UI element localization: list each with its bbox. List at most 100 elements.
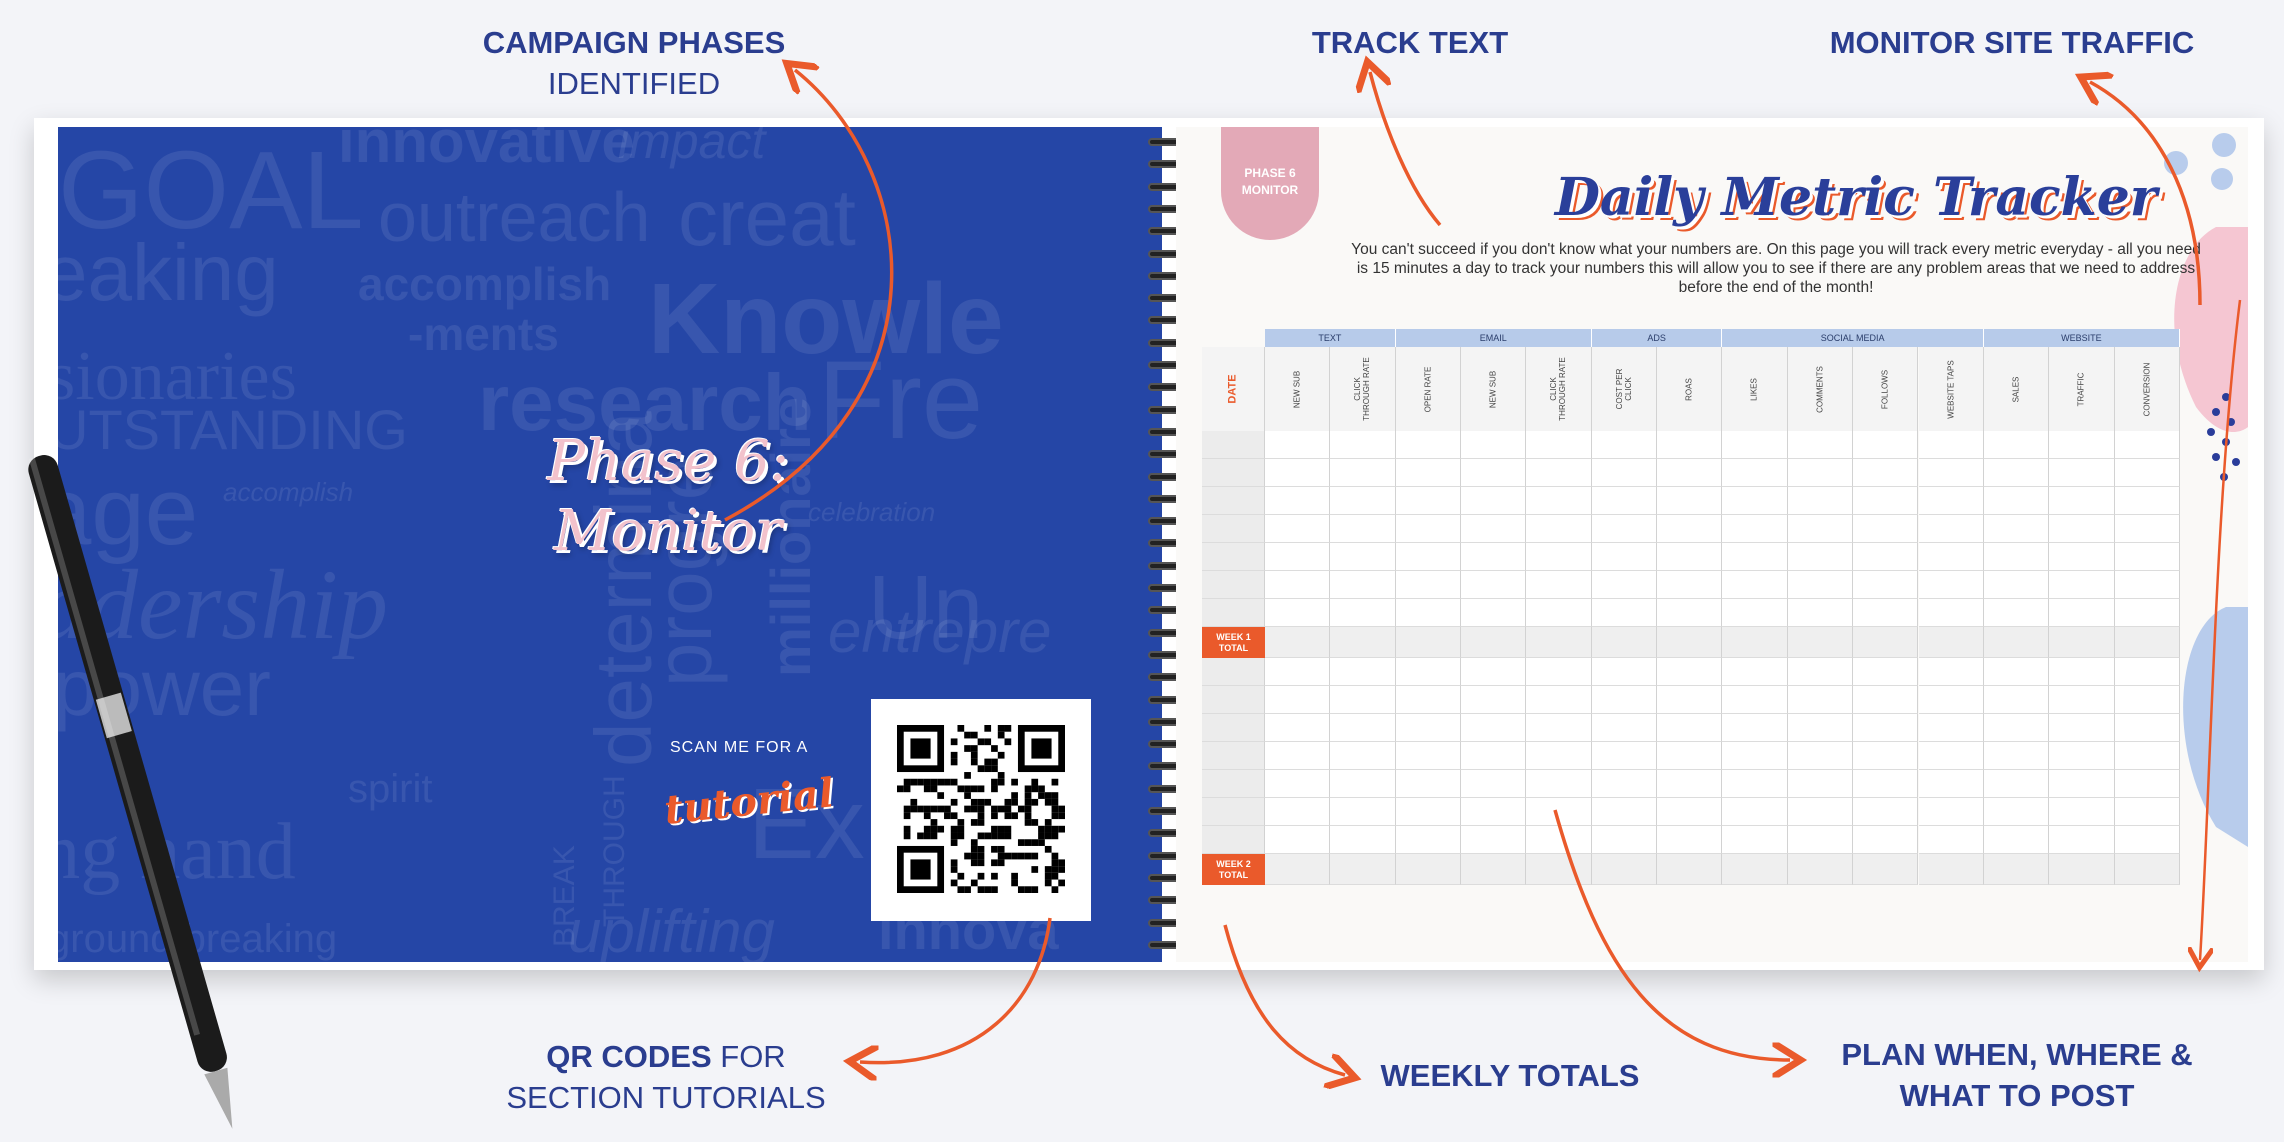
metric-cell[interactable] xyxy=(1853,571,1919,599)
date-cell[interactable] xyxy=(1202,459,1265,487)
metric-cell[interactable] xyxy=(1722,543,1788,571)
metric-cell[interactable] xyxy=(1265,826,1331,854)
metric-cell[interactable] xyxy=(1526,487,1592,515)
metric-cell[interactable] xyxy=(1265,459,1331,487)
metric-cell[interactable] xyxy=(1461,826,1527,854)
metric-cell[interactable] xyxy=(1461,571,1527,599)
metric-cell[interactable] xyxy=(1526,515,1592,543)
metric-cell[interactable] xyxy=(1787,431,1854,459)
metric-cell[interactable] xyxy=(1657,459,1723,487)
metric-cell[interactable] xyxy=(1853,487,1919,515)
metric-cell[interactable] xyxy=(2114,686,2180,714)
metric-cell[interactable] xyxy=(1722,658,1788,686)
week-total-cell[interactable] xyxy=(2049,627,2115,658)
metric-cell[interactable] xyxy=(1722,431,1788,459)
metric-cell[interactable] xyxy=(1983,686,2050,714)
metric-cell[interactable] xyxy=(1657,826,1723,854)
metric-cell[interactable] xyxy=(1787,686,1854,714)
metric-cell[interactable] xyxy=(1395,487,1462,515)
metric-cell[interactable] xyxy=(2114,770,2180,798)
metric-cell[interactable] xyxy=(1983,798,2050,826)
metric-cell[interactable] xyxy=(1395,686,1462,714)
metric-cell[interactable] xyxy=(1657,543,1723,571)
metric-cell[interactable] xyxy=(1395,658,1462,686)
metric-cell[interactable] xyxy=(1265,599,1331,627)
metric-cell[interactable] xyxy=(1853,599,1919,627)
metric-cell[interactable] xyxy=(1983,459,2050,487)
metric-cell[interactable] xyxy=(1330,515,1396,543)
metric-cell[interactable] xyxy=(1265,798,1331,826)
metric-cell[interactable] xyxy=(1395,798,1462,826)
metric-cell[interactable] xyxy=(2049,826,2115,854)
metric-cell[interactable] xyxy=(1461,459,1527,487)
metric-cell[interactable] xyxy=(1787,658,1854,686)
week-total-cell[interactable] xyxy=(1918,627,1984,658)
metric-cell[interactable] xyxy=(1395,571,1462,599)
date-cell[interactable] xyxy=(1202,770,1265,798)
metric-cell[interactable] xyxy=(1330,686,1396,714)
metric-cell[interactable] xyxy=(2114,826,2180,854)
metric-cell[interactable] xyxy=(2049,798,2115,826)
metric-cell[interactable] xyxy=(1918,742,1984,770)
date-cell[interactable] xyxy=(1202,714,1265,742)
metric-cell[interactable] xyxy=(2049,742,2115,770)
metric-cell[interactable] xyxy=(1461,770,1527,798)
metric-cell[interactable] xyxy=(1461,658,1527,686)
metric-cell[interactable] xyxy=(1918,658,1984,686)
week-total-cell[interactable] xyxy=(2049,854,2115,885)
metric-cell[interactable] xyxy=(1853,658,1919,686)
metric-cell[interactable] xyxy=(1722,742,1788,770)
metric-cell[interactable] xyxy=(1330,826,1396,854)
metric-cell[interactable] xyxy=(1395,714,1462,742)
metric-cell[interactable] xyxy=(2114,571,2180,599)
metric-cell[interactable] xyxy=(1983,487,2050,515)
metric-cell[interactable] xyxy=(1787,599,1854,627)
metric-cell[interactable] xyxy=(1330,459,1396,487)
metric-cell[interactable] xyxy=(1526,826,1592,854)
metric-cell[interactable] xyxy=(2049,515,2115,543)
metric-cell[interactable] xyxy=(1853,431,1919,459)
metric-cell[interactable] xyxy=(1983,826,2050,854)
metric-cell[interactable] xyxy=(1983,658,2050,686)
date-cell[interactable] xyxy=(1202,487,1265,515)
date-cell[interactable] xyxy=(1202,543,1265,571)
metric-cell[interactable] xyxy=(1526,459,1592,487)
week-total-cell[interactable] xyxy=(1591,627,1658,658)
metric-cell[interactable] xyxy=(1526,658,1592,686)
metric-cell[interactable] xyxy=(1265,543,1331,571)
qr-code[interactable] xyxy=(871,699,1091,921)
metric-cell[interactable] xyxy=(2049,487,2115,515)
metric-cell[interactable] xyxy=(1526,599,1592,627)
metric-cell[interactable] xyxy=(1787,826,1854,854)
metric-cell[interactable] xyxy=(1461,742,1527,770)
metric-cell[interactable] xyxy=(2049,714,2115,742)
metric-cell[interactable] xyxy=(1591,798,1658,826)
week-total-cell[interactable] xyxy=(1330,854,1396,885)
metric-cell[interactable] xyxy=(2114,543,2180,571)
metric-cell[interactable] xyxy=(2114,487,2180,515)
metric-cell[interactable] xyxy=(1918,515,1984,543)
metric-cell[interactable] xyxy=(1461,515,1527,543)
metric-cell[interactable] xyxy=(1787,742,1854,770)
metric-cell[interactable] xyxy=(1918,714,1984,742)
week-total-cell[interactable] xyxy=(1526,854,1592,885)
metric-cell[interactable] xyxy=(1330,742,1396,770)
week-total-cell[interactable] xyxy=(1983,627,2050,658)
metric-cell[interactable] xyxy=(1461,487,1527,515)
metric-cell[interactable] xyxy=(1722,686,1788,714)
week-total-cell[interactable] xyxy=(1395,854,1462,885)
week-total-cell[interactable] xyxy=(1265,854,1331,885)
metric-cell[interactable] xyxy=(1657,571,1723,599)
metric-cell[interactable] xyxy=(1265,714,1331,742)
metric-cell[interactable] xyxy=(1591,431,1658,459)
metric-cell[interactable] xyxy=(1591,714,1658,742)
metric-cell[interactable] xyxy=(1787,487,1854,515)
metric-cell[interactable] xyxy=(2114,515,2180,543)
metric-cell[interactable] xyxy=(1722,487,1788,515)
metric-cell[interactable] xyxy=(1787,770,1854,798)
metric-cell[interactable] xyxy=(1461,686,1527,714)
metric-cell[interactable] xyxy=(1918,686,1984,714)
week-total-cell[interactable] xyxy=(2114,854,2180,885)
metric-cell[interactable] xyxy=(1853,826,1919,854)
metric-cell[interactable] xyxy=(2114,798,2180,826)
